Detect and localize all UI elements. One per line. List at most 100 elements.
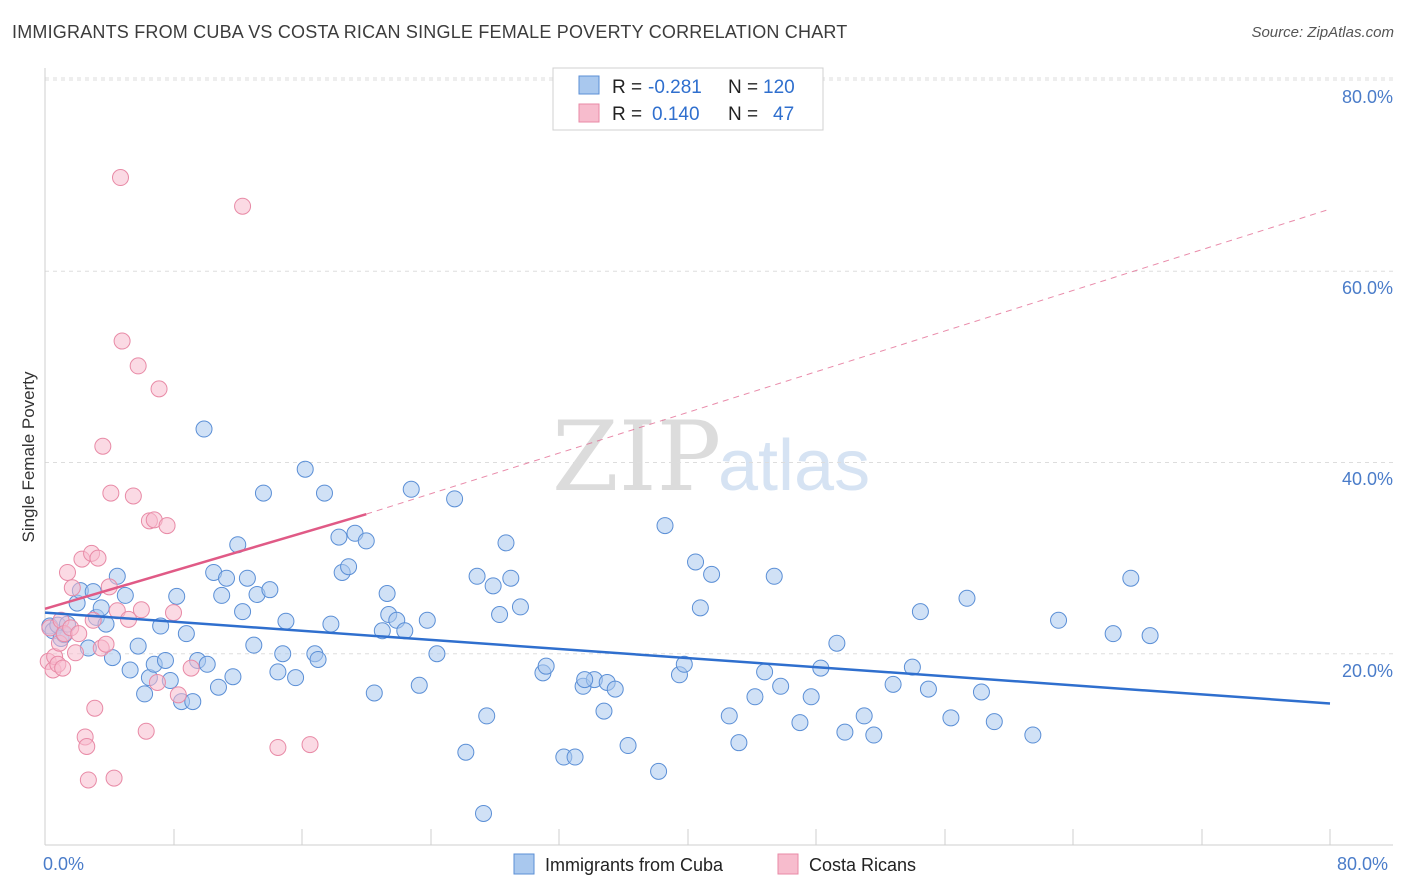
cuba-point bbox=[502, 569, 520, 587]
cuba-point bbox=[116, 586, 134, 604]
cuba-point bbox=[446, 490, 464, 508]
costa-ricans-point bbox=[165, 604, 182, 622]
watermark-atlas: atlas bbox=[718, 426, 870, 506]
cuba-point bbox=[269, 663, 287, 681]
bottom-legend-label-cuba: Immigrants from Cuba bbox=[545, 855, 724, 875]
costa-ricans-point bbox=[132, 601, 150, 619]
bottom-legend-label-costa-ricans: Costa Ricans bbox=[809, 855, 916, 875]
cuba-point bbox=[537, 657, 555, 675]
bottom-legend-swatch-cuba bbox=[513, 853, 535, 875]
cuba-point bbox=[224, 668, 242, 686]
cuba-point bbox=[457, 743, 475, 761]
cuba-point bbox=[184, 693, 202, 711]
trend-lines bbox=[44, 208, 1331, 705]
y-tick-label-40: 40.0% bbox=[1342, 469, 1393, 489]
y-tick-label-60: 60.0% bbox=[1342, 278, 1393, 298]
cuba-point bbox=[1104, 625, 1122, 643]
cuba-point bbox=[428, 645, 446, 663]
cuba-point bbox=[296, 460, 314, 478]
costa-ricans-point bbox=[137, 722, 155, 740]
cuba-point bbox=[746, 688, 764, 706]
costa-ricans-point bbox=[79, 771, 97, 789]
cuba-point bbox=[365, 684, 383, 702]
costa-ricans-point bbox=[54, 659, 72, 677]
cuba-point bbox=[129, 637, 147, 655]
cuba-point bbox=[254, 484, 272, 502]
cuba-point bbox=[791, 714, 809, 732]
cuba-point bbox=[836, 723, 854, 741]
cuba-point bbox=[121, 661, 139, 679]
series-legend: Immigrants from Cuba Costa Ricans bbox=[513, 853, 916, 875]
costa-ricans-point bbox=[111, 169, 129, 187]
cuba-point bbox=[958, 589, 976, 607]
cuba-point bbox=[396, 622, 414, 640]
costa-ricans-point bbox=[150, 380, 168, 398]
cuba-point bbox=[619, 737, 637, 755]
cuba-point bbox=[245, 636, 263, 654]
cuba-point bbox=[765, 567, 783, 585]
legend-n-label-cuba: N = bbox=[728, 77, 758, 98]
costa-ricans-point bbox=[102, 484, 120, 502]
cuba-point bbox=[1050, 611, 1068, 629]
bottom-legend-swatch-costa-ricans bbox=[777, 853, 799, 875]
cuba-point bbox=[234, 603, 252, 621]
legend-r-label-costa-ricans: R = bbox=[612, 104, 642, 125]
costa-ricans-point bbox=[182, 659, 200, 677]
legend-r-value-cuba: -0.281 bbox=[648, 77, 702, 98]
cuba-point bbox=[511, 598, 529, 616]
cuba-point bbox=[478, 707, 496, 725]
cuba-point bbox=[566, 748, 584, 766]
legend-n-label-costa-ricans: N = bbox=[728, 104, 758, 125]
cuba-point bbox=[865, 726, 883, 744]
costa-ricans-point bbox=[148, 673, 166, 691]
cuba-point bbox=[340, 558, 358, 576]
watermark-zip: ZIP bbox=[552, 401, 721, 513]
legend-n-value-costa-ricans: 47 bbox=[773, 104, 794, 125]
cuba-point bbox=[330, 528, 348, 546]
cuba-point bbox=[656, 517, 674, 535]
costa-ricans-point bbox=[86, 699, 104, 717]
cuba-point bbox=[650, 762, 668, 780]
legend-n-value-cuba: 120 bbox=[763, 77, 795, 98]
cuba-point bbox=[168, 587, 186, 605]
cuba-point bbox=[209, 678, 227, 696]
cuba-point bbox=[198, 655, 216, 673]
cuba-point bbox=[576, 671, 594, 689]
cuba-point bbox=[136, 685, 154, 703]
cuba-point bbox=[484, 577, 502, 595]
costa-ricans-point bbox=[67, 644, 85, 662]
stats-legend: R = -0.281 N = 120 R = 0.140 N = 47 bbox=[552, 67, 824, 131]
cuba-point bbox=[756, 663, 774, 681]
costa-ricans-point bbox=[63, 579, 81, 597]
cuba-point bbox=[277, 612, 295, 630]
legend-swatch-costa-ricans bbox=[578, 103, 600, 123]
costa-ricans-point bbox=[124, 487, 142, 505]
cuba-point bbox=[468, 567, 486, 585]
cuba-point bbox=[855, 707, 873, 725]
cuba-point bbox=[884, 675, 902, 693]
costa-ricans-point bbox=[70, 625, 88, 643]
cuba-point bbox=[703, 565, 721, 583]
x-tick-label-max: 80.0% bbox=[1337, 854, 1388, 874]
cuba-point bbox=[491, 606, 509, 624]
x-tick-label-min: 0.0% bbox=[43, 854, 84, 874]
costa-ricans-point bbox=[269, 738, 287, 756]
cuba-point bbox=[972, 683, 990, 701]
cuba-point bbox=[261, 581, 279, 599]
y-tick-label-80: 80.0% bbox=[1342, 87, 1393, 107]
cuba-point bbox=[238, 569, 256, 587]
chart-title: IMMIGRANTS FROM CUBA VS COSTA RICAN SING… bbox=[12, 22, 848, 42]
cuba-point bbox=[1024, 726, 1042, 744]
cuba-point bbox=[828, 634, 846, 652]
cuba-point bbox=[942, 709, 960, 727]
costa-ricans-point bbox=[234, 197, 252, 215]
cuba-point bbox=[772, 677, 790, 695]
cuba-point bbox=[287, 669, 305, 687]
grid bbox=[45, 77, 1393, 655]
cuba-point bbox=[919, 680, 937, 698]
cuba-point bbox=[606, 680, 624, 698]
costa-ricans-point bbox=[89, 549, 107, 567]
legend-r-value-costa-ricans: 0.140 bbox=[652, 104, 700, 125]
costa-ricans-point bbox=[97, 635, 115, 653]
cuba-point bbox=[1141, 627, 1159, 645]
